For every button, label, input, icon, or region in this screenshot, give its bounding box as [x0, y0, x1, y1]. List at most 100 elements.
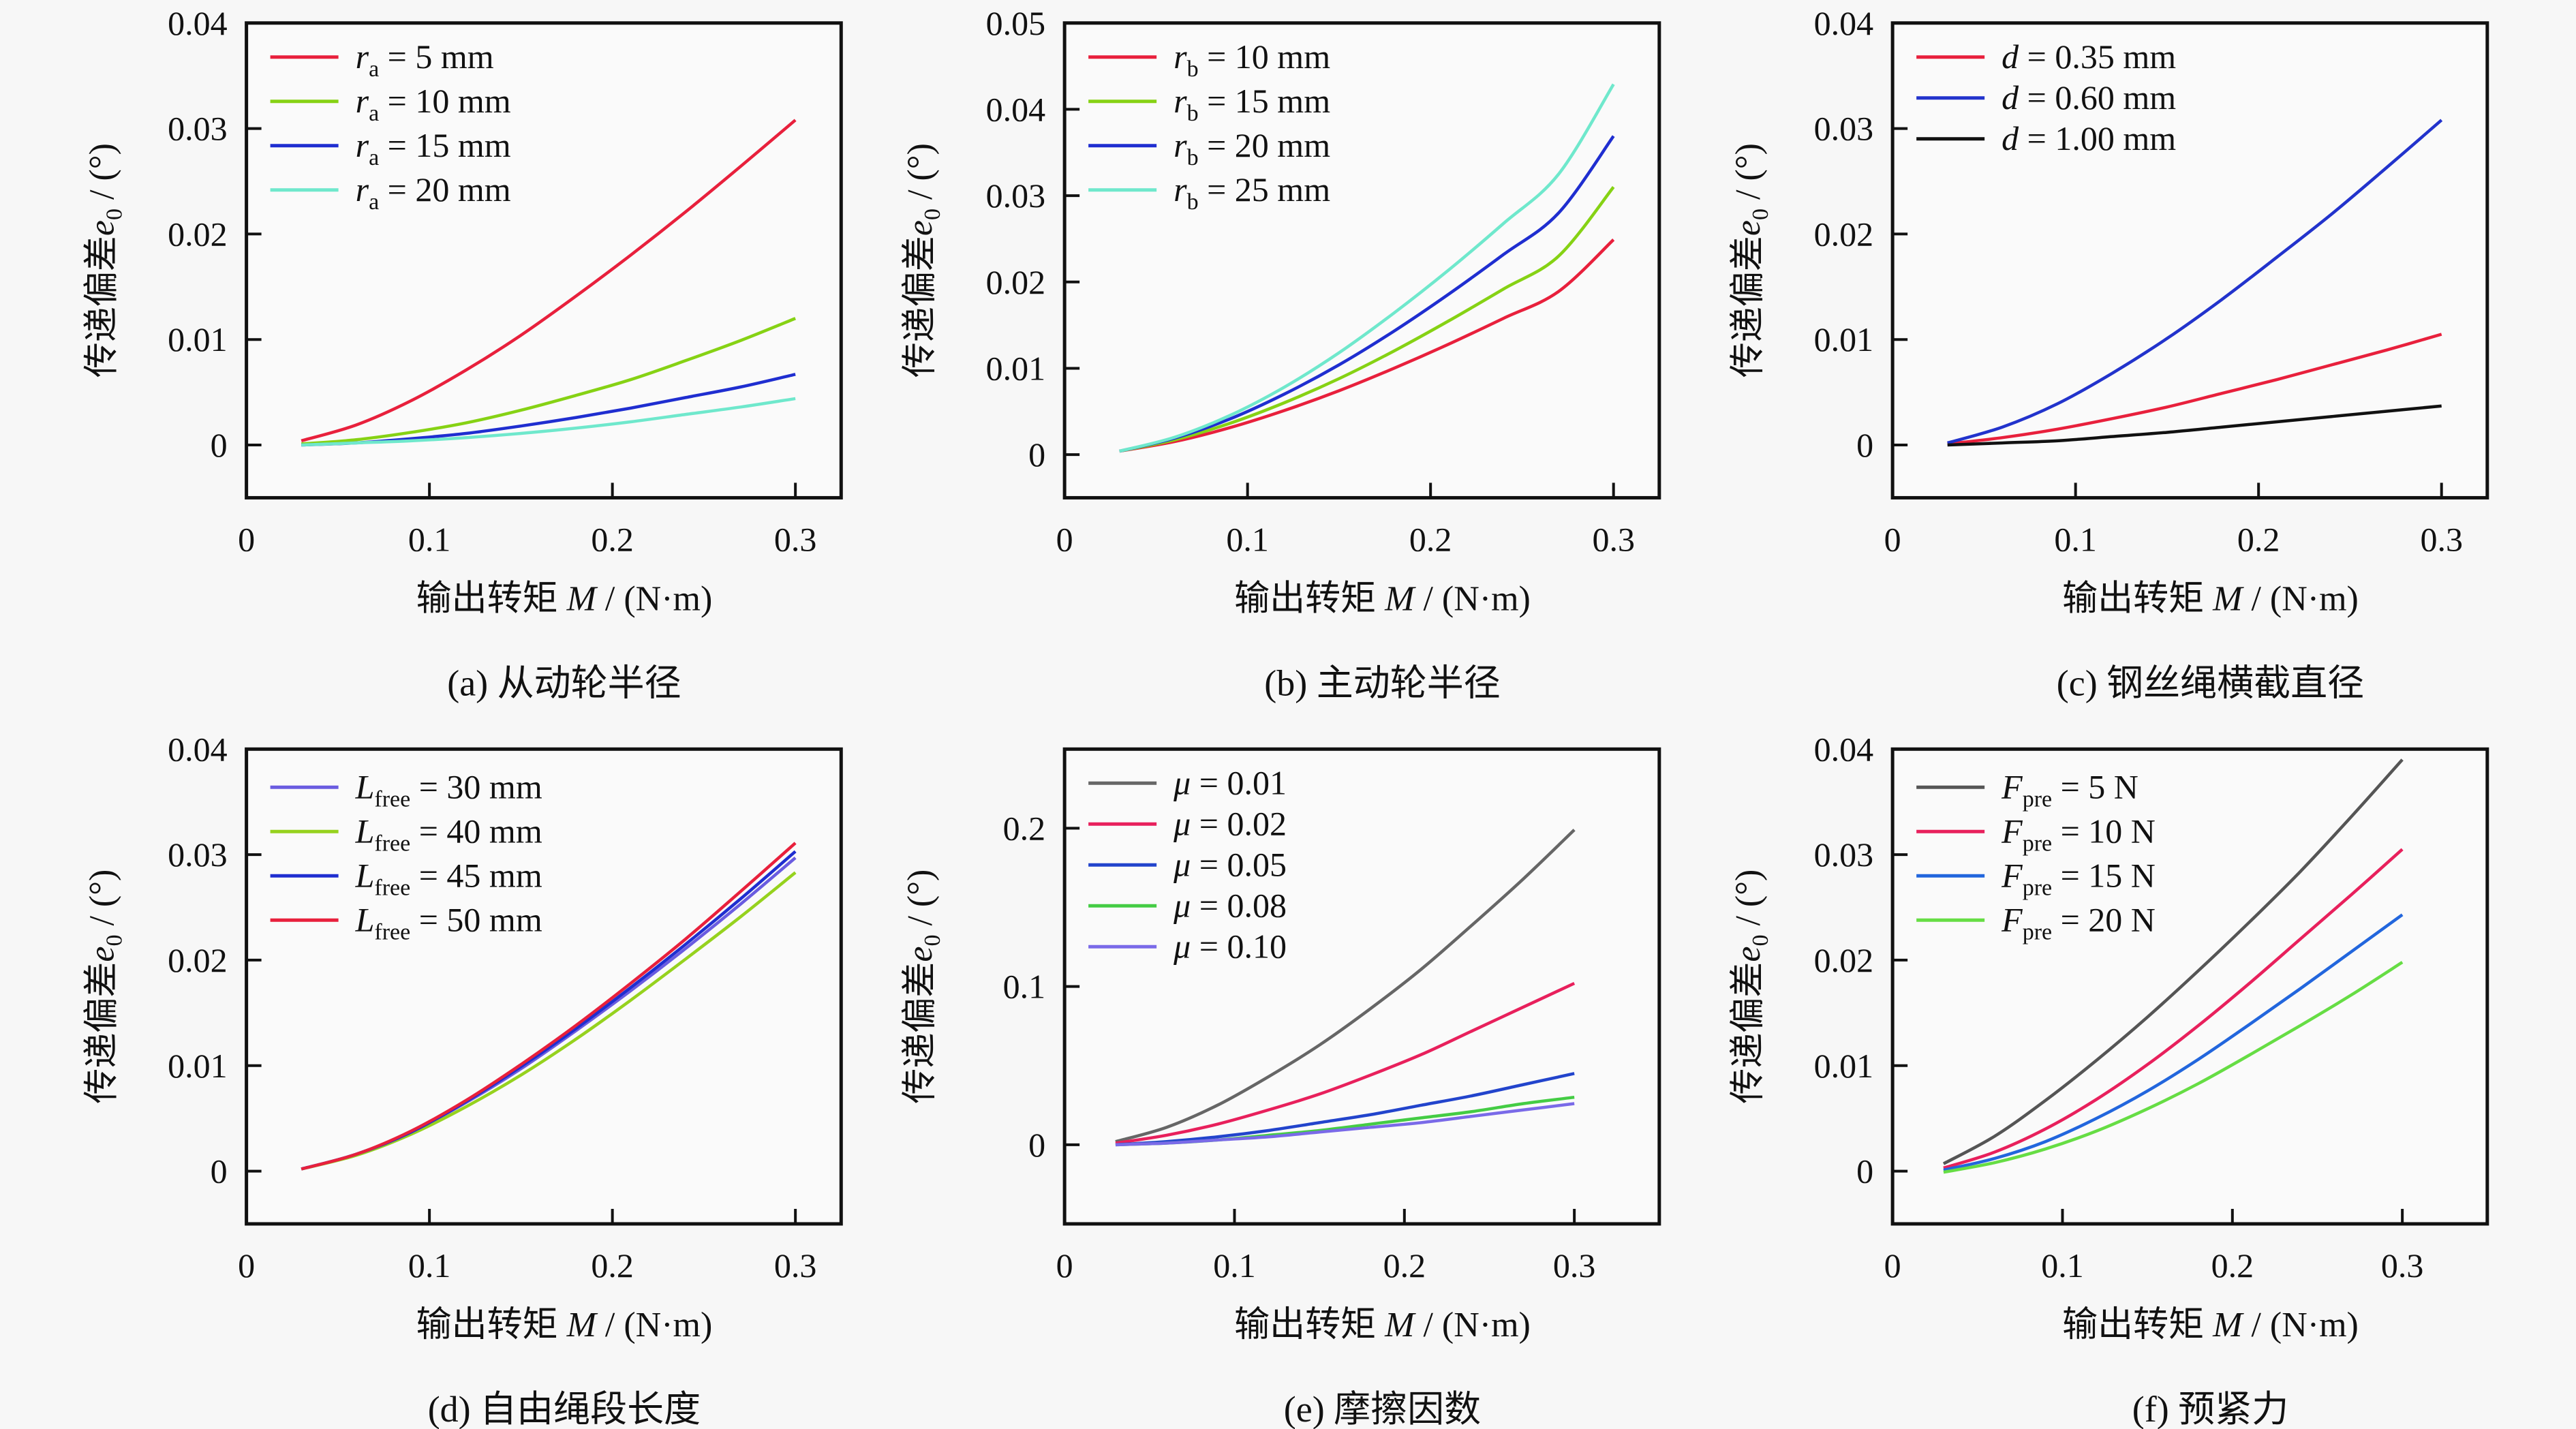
series-line-2: [301, 317, 797, 446]
panel-caption: (c) 钢丝绳横截直径: [2057, 662, 2364, 703]
legend-value: = 0.01: [1191, 763, 1287, 801]
series-line-4: [1943, 961, 2404, 1174]
y-tick-label: 0.04: [168, 730, 228, 768]
legend-value: = 20 mm: [379, 170, 511, 209]
legend-subscript: a: [369, 145, 379, 170]
legend-value: = 1.00 mm: [2019, 119, 2176, 157]
y-axis-label-text: 传递偏差: [83, 962, 122, 1104]
y-tick-label: 0.05: [986, 4, 1046, 42]
y-axis-label: 传递偏差e0 / (°): [83, 143, 127, 378]
series-line-4: [301, 842, 797, 1171]
y-tick-label: 0: [211, 426, 228, 464]
y-tick-label: 0: [211, 1152, 228, 1190]
panel-caption: (b) 主动轮半径: [1264, 662, 1500, 703]
x-axis-unit: / (N·m): [2242, 1306, 2358, 1345]
legend-item: Fpre = 15 N: [1916, 856, 2156, 900]
legend-value: = 50 mm: [410, 900, 542, 938]
legend-symbol: d: [2002, 78, 2019, 117]
legend-symbol: μ: [1173, 927, 1191, 965]
series-line-3: [1119, 135, 1615, 453]
x-tick-label: 0.1: [2054, 520, 2097, 558]
x-axis-symbol: M: [566, 1306, 598, 1345]
legend-label: Lfree = 50 mm: [355, 900, 542, 944]
legend-symbol: L: [355, 900, 375, 938]
series-line-1: [1119, 239, 1615, 453]
legend-symbol: F: [2001, 812, 2023, 850]
x-axis-unit: / (N·m): [596, 1306, 712, 1345]
legend-label: rb = 15 mm: [1174, 82, 1330, 126]
x-tick-label: 0: [1884, 520, 1901, 558]
panel-d: 0 0.1 0.2 0.3 0 0.01 0.02 0.03 0.04 输出转矩 M / (N·m…: [83, 730, 843, 1429]
legend-item: ra = 5 mm: [270, 37, 494, 82]
x-axis-label-text: 输出转矩: [2062, 579, 2213, 618]
x-axis-unit: / (N·m): [1414, 579, 1530, 618]
x-axis-label-text: 输出转矩: [1234, 579, 1385, 618]
plot-frame: [245, 747, 843, 1226]
legend-item: Lfree = 40 mm: [270, 812, 542, 856]
y-tick-label: 0.04: [1814, 730, 1874, 768]
legend-subscript: free: [374, 786, 410, 812]
x-axis-label: 输出转矩 M / (N·m): [2062, 1306, 2359, 1345]
legend-label: μ = 0.08: [1173, 886, 1287, 924]
legend-label: Fpre = 10 N: [2001, 812, 2156, 856]
series-line-1: [1942, 758, 2404, 1165]
legend-label: μ = 0.05: [1173, 845, 1287, 883]
y-axis-label-text: 传递偏差: [901, 962, 940, 1104]
legend-symbol: r: [356, 37, 369, 76]
legend-label: Lfree = 40 mm: [355, 812, 542, 856]
x-axis-unit: / (N·m): [2242, 579, 2358, 618]
x-tick-label: 0.3: [1553, 1246, 1596, 1285]
y-axis-unit: / (°): [1729, 870, 1768, 935]
series-line-5: [1115, 1102, 1575, 1147]
panel-c: 0 0.1 0.2 0.3 0 0.01 0.02 0.03 0.04 输出转矩 M / (N·m…: [1729, 4, 2489, 703]
y-axis-unit: / (°): [83, 143, 122, 209]
legend-value: = 5 mm: [379, 37, 494, 76]
y-tick-label: 0: [1856, 426, 1873, 464]
x-tick-label: 0.2: [591, 1246, 634, 1285]
legend-symbol: r: [1174, 37, 1187, 76]
legend-value: = 15 mm: [379, 126, 511, 164]
legend-item: rb = 20 mm: [1088, 126, 1330, 170]
legend-subscript: free: [374, 831, 410, 856]
x-tick-label: 0.2: [2237, 520, 2280, 558]
legend-value: = 5 N: [2052, 767, 2138, 805]
legend-label: ra = 20 mm: [356, 170, 511, 215]
y-axis-label: 传递偏差e0 / (°): [1729, 870, 1773, 1104]
y-tick-label: 0.01: [1814, 320, 1874, 358]
panel-caption: (a) 从动轮半径: [447, 662, 681, 703]
legend-symbol: F: [2001, 767, 2023, 805]
y-tick-label: 0: [1856, 1152, 1873, 1190]
x-axis-unit: / (N·m): [596, 579, 712, 618]
y-tick-label: 0.02: [168, 941, 228, 979]
plot-frame: [1062, 21, 1661, 500]
x-tick-label: 0.2: [1409, 520, 1452, 558]
legend-label: ra = 5 mm: [356, 37, 494, 82]
y-axis-unit: / (°): [1729, 143, 1768, 209]
legend-item: μ = 0.02: [1088, 804, 1287, 842]
x-axis-label-text: 输出转矩: [416, 1306, 567, 1345]
panel-f: 0 0.1 0.2 0.3 0 0.01 0.02 0.03 0.04 输出转矩 M / (N·m…: [1729, 730, 2489, 1429]
legend-value: = 0.02: [1191, 804, 1287, 842]
x-tick-label: 0.3: [1592, 520, 1635, 558]
panel-caption: (e) 摩擦因数: [1284, 1389, 1481, 1429]
y-tick-label: 0.02: [168, 215, 228, 253]
legend-label: μ = 0.10: [1173, 927, 1287, 965]
x-tick-label: 0.3: [2420, 520, 2463, 558]
x-axis-label-text: 输出转矩: [2062, 1306, 2213, 1345]
y-axis-symbol: e: [1729, 947, 1768, 962]
series-line-2: [1119, 186, 1615, 453]
y-tick-label: 0.01: [168, 1047, 228, 1085]
legend-label: rb = 25 mm: [1174, 170, 1330, 215]
x-axis-label: 输出转矩 M / (N·m): [2062, 579, 2359, 618]
series-line-1: [301, 119, 797, 443]
x-axis-label-text: 输出转矩: [1234, 1306, 1385, 1345]
legend-symbol: F: [2001, 900, 2023, 938]
legend-symbol: r: [1174, 82, 1187, 120]
y-axis-label: 传递偏差e0 / (°): [83, 870, 127, 1104]
legend-subscript: free: [374, 875, 410, 900]
legend-subscript: pre: [2023, 919, 2052, 944]
legend-label: ra = 10 mm: [356, 82, 511, 126]
x-axis-symbol: M: [1384, 1306, 1416, 1345]
panel-b: 0 0.1 0.2 0.3 0 0.01 0.02 0.03 0.04 0.05 输出转矩 M / …: [901, 4, 1661, 703]
